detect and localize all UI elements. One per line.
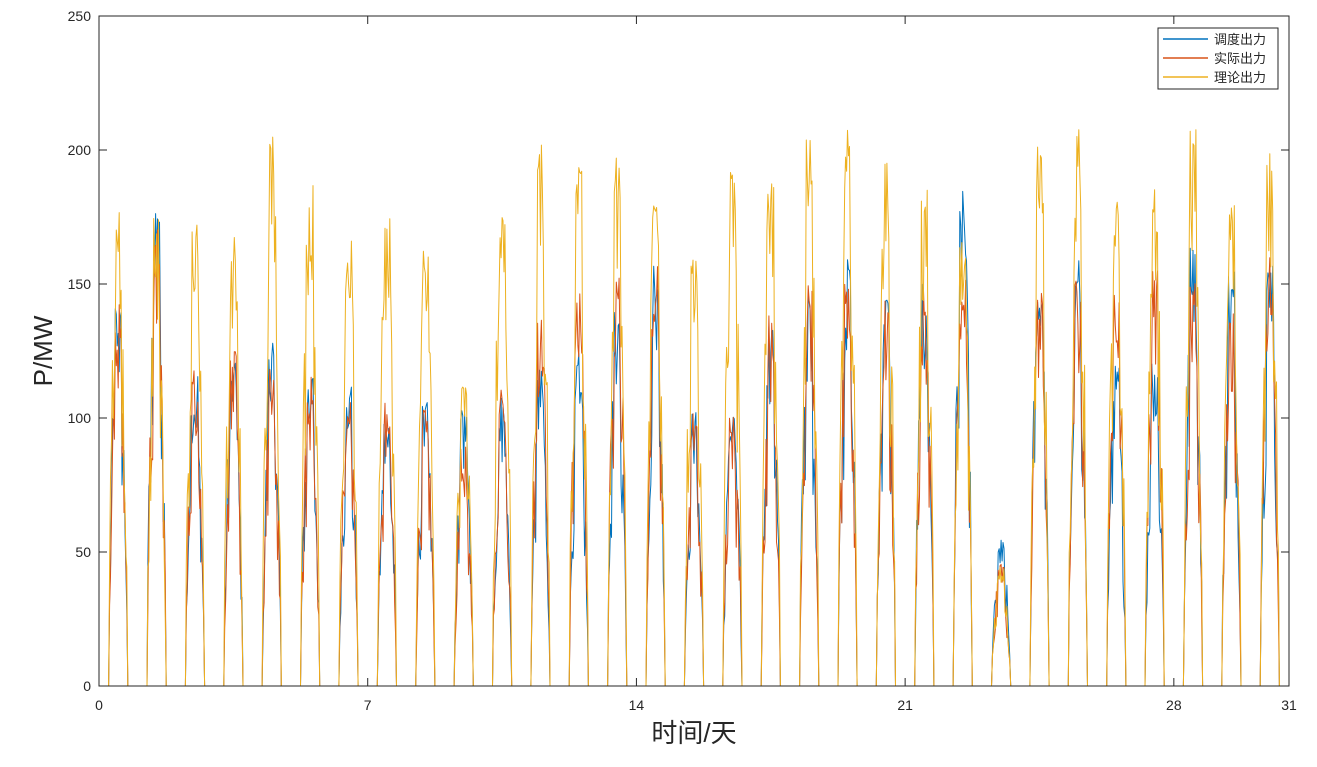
- plot-area: [99, 16, 1289, 686]
- y-tick-label: 100: [68, 410, 92, 426]
- legend-label: 理论出力: [1214, 70, 1266, 85]
- y-tick-label: 0: [83, 678, 91, 694]
- y-tick-label: 150: [68, 276, 92, 292]
- y-axis-title: P/MW: [28, 315, 58, 386]
- x-tick-label: 14: [629, 697, 645, 713]
- y-tick-label: 250: [68, 8, 92, 24]
- legend-label: 调度出力: [1214, 32, 1266, 47]
- x-tick-label: 31: [1281, 697, 1297, 713]
- y-tick-label: 50: [75, 544, 91, 560]
- legend-label: 实际出力: [1214, 51, 1266, 66]
- x-tick-label: 28: [1166, 697, 1182, 713]
- y-tick-label: 200: [68, 142, 92, 158]
- tick-layer: 0 7 14 21 28 31 0 50 100 150 200 250: [68, 8, 1297, 713]
- x-tick-label: 7: [364, 697, 372, 713]
- x-tick-label: 21: [897, 697, 913, 713]
- x-tick-label: 0: [95, 697, 103, 713]
- x-axis-title: 时间/天: [651, 718, 736, 748]
- plot-frame: [98, 15, 1290, 687]
